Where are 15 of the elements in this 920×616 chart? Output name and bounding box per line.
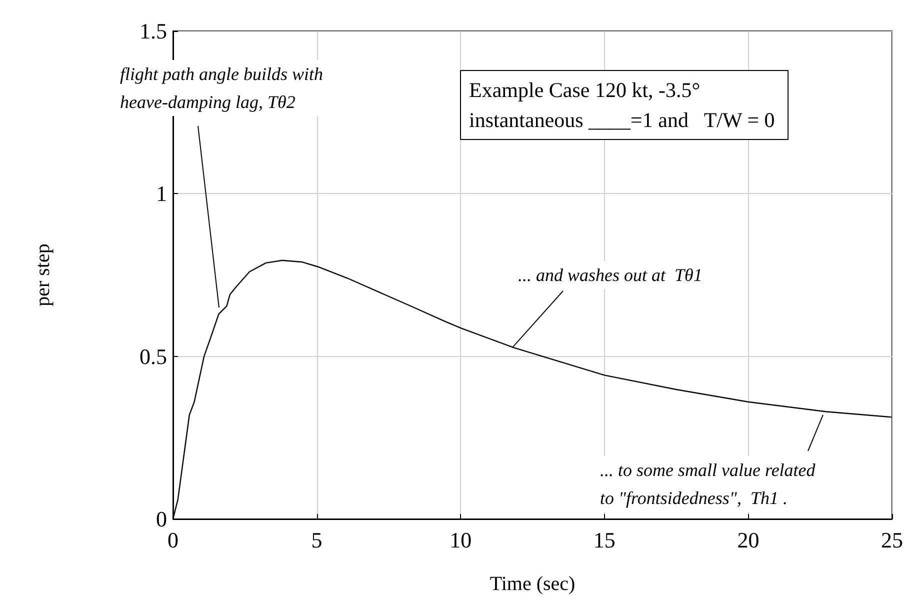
- x-axis-title: Time (sec): [490, 573, 576, 595]
- x-tick-label: 20: [737, 528, 760, 552]
- y-tick-label: 1: [156, 181, 167, 206]
- annotation: ... and washes out at Tθ1: [518, 265, 702, 285]
- x-tick-label: 5: [311, 528, 322, 552]
- y-tick-label: 0: [156, 506, 167, 532]
- y-tick-label: 0.5: [140, 344, 167, 369]
- annotation: flight path angle builds with heave-damping lag, Tθ2: [120, 64, 324, 112]
- y-axis-title: per step: [32, 244, 54, 306]
- annotation: Example Case 120 kt, -3.5° instantaneous ____=1 and T/W = 0: [469, 78, 775, 132]
- x-tick-label: 15: [593, 528, 616, 552]
- annotation: ... to some small value related to "frontsidedness", Th1 .: [600, 460, 816, 508]
- x-tick-label: 10: [450, 528, 472, 552]
- y-tick-label: 1.5: [140, 18, 167, 44]
- x-tick-label: 25: [881, 528, 903, 552]
